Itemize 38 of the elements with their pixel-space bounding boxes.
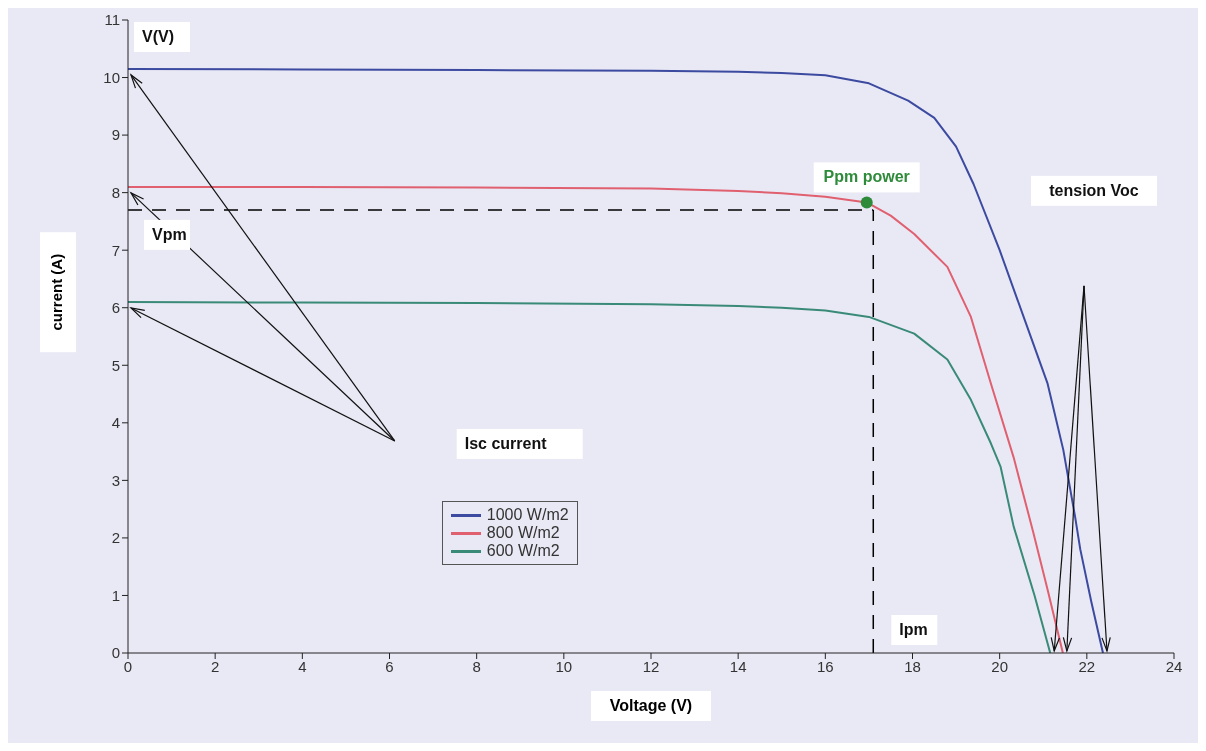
y-tick-label: 0	[111, 644, 120, 662]
ref-line-label: Ipm	[899, 621, 928, 638]
y-tick-label: 1	[111, 586, 120, 604]
x-tick-label: 4	[298, 657, 307, 675]
x-tick-label: 10	[555, 657, 573, 675]
x-tick-label: 0	[123, 657, 133, 675]
annotation: Isc current	[464, 434, 548, 452]
y-tick-label: 3	[111, 471, 120, 489]
y-tick-label: 10	[103, 68, 120, 86]
y-tick-label: 2	[111, 529, 120, 547]
x-tick-label: 6	[385, 657, 394, 675]
ref-line-label: Vpm	[152, 225, 187, 243]
line-series	[128, 67, 1104, 653]
y-axis-title: current (A)	[47, 253, 65, 331]
y-tick-label: 9	[111, 126, 120, 144]
x-tick-label: 12	[642, 657, 660, 675]
x-tick-label: 16	[816, 657, 834, 675]
x-tick-label: 20	[991, 657, 1009, 675]
x-tick-label: 24	[1165, 657, 1183, 675]
y-tick-label: 4	[111, 414, 120, 432]
x-tick-label: 2	[210, 657, 220, 675]
x-tick-label: 22	[1078, 657, 1096, 675]
x-tick-label: 8	[472, 657, 481, 675]
y-tick-label: 7	[111, 241, 120, 259]
y-tick-label: 8	[111, 183, 120, 201]
y-tick-label: 11	[104, 11, 120, 29]
y-tick-label: 5	[111, 356, 120, 374]
x-axis-title: Voltage (V)	[609, 697, 693, 714]
annotation: tension Voc	[1049, 181, 1139, 199]
annotation: V(V)	[142, 28, 174, 45]
legend-label: 600 W/m2	[486, 542, 560, 561]
x-tick-label: 14	[729, 657, 747, 675]
legend-label: 800 W/m2	[486, 524, 560, 543]
series-label: Ppm power	[823, 168, 910, 186]
line-series	[128, 300, 1052, 653]
y-tick-label: 6	[111, 299, 120, 317]
legend-label: 1000 W/m2	[486, 506, 569, 525]
x-tick-label: 18	[904, 657, 921, 675]
